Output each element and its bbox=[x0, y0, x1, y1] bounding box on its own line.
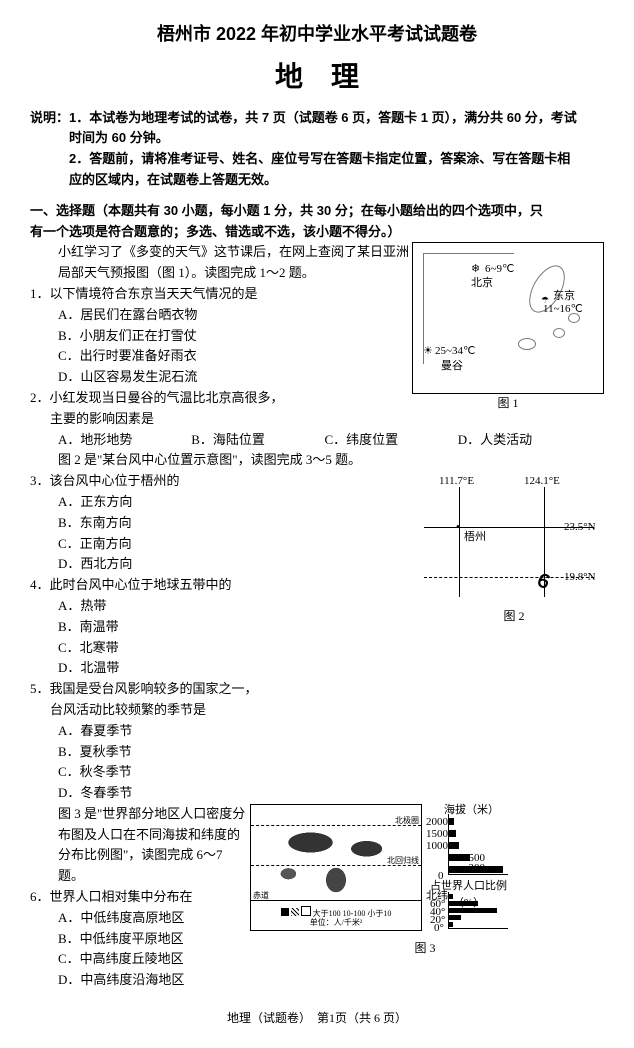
fig3-map: 北极圈 北回归线 赤道 大于100 10-100 小于10 单位：人/千米² bbox=[250, 804, 422, 931]
page-title: 梧州市 2022 年初中学业水平考试试题卷 bbox=[30, 20, 604, 49]
q5-opt-a: A．春夏季节 bbox=[58, 721, 318, 742]
section-heading: 一、选择题（本题共有 30 小题，每小题 1 分，共 30 分；在每小题给出的四… bbox=[30, 201, 604, 243]
fig1-tokyo-w: 11~16℃ bbox=[543, 301, 583, 319]
tick: 1000 bbox=[426, 838, 448, 856]
q1-opt-b: B．小朋友们正在打雪仗 bbox=[58, 326, 412, 347]
q2-opt-b: B．海陆位置 bbox=[191, 430, 321, 451]
fig2-lat2: 19.8°N bbox=[564, 569, 596, 587]
fig1-beijing: 北京 bbox=[471, 275, 493, 293]
q6-opt-c: C．中高纬度丘陵地区 bbox=[58, 949, 250, 970]
fig3-caption: 图 3 bbox=[250, 939, 600, 958]
typhoon-icon: ６ bbox=[535, 565, 553, 583]
q2-stem-b: 主要的影响因素是 bbox=[50, 409, 412, 430]
fig2-lat1: 23.5°N bbox=[564, 519, 596, 537]
q2-opt-a: A．地形地势 bbox=[58, 430, 188, 451]
figure-3: 北极圈 北回归线 赤道 大于100 10-100 小于10 单位：人/千米² 海… bbox=[250, 804, 600, 958]
fig2-caption: 图 2 bbox=[424, 607, 604, 626]
q3-stem: 3．该台风中心位于梧州的 bbox=[30, 471, 424, 492]
q4-stem: 4．此时台风中心位于地球五带中的 bbox=[30, 575, 424, 596]
fig3-legend-unit: 单位：人/千米² bbox=[310, 918, 363, 927]
tick: 0° bbox=[434, 920, 444, 938]
fig3-equator: 赤道 bbox=[253, 890, 269, 903]
figure-2: 111.7°E 124.1°E 23.5°N 19.8°N 梧州 • ６ 图 2 bbox=[424, 477, 604, 626]
passage-2: 图 2 是"某台风中心位置示意图"，读图完成 3～5 题。 bbox=[58, 450, 604, 471]
q6-opt-d: D．中高纬度沿海地区 bbox=[58, 970, 250, 991]
fig1-sun-icon: ☀ bbox=[423, 343, 433, 361]
q1-opt-d: D．山区容易发生泥石流 bbox=[58, 367, 412, 388]
instr-item: 2．答题前，请将准考证号、姓名、座位号写在答题卡指定位置，答案涂、写在答题卡相应… bbox=[69, 149, 579, 191]
passage-1: 小红学习了《多变的天气》这节课后，在网上查阅了某日亚洲局部天气预报图（图 1）。… bbox=[58, 242, 412, 284]
q2-stem-a: 2．小红发现当日曼谷的气温比北京高很多， bbox=[30, 388, 412, 409]
q6-opt-a: A．中低纬度高原地区 bbox=[58, 908, 250, 929]
q1-stem: 1．以下情境符合东京当天天气情况的是 bbox=[30, 284, 412, 305]
q1-opt-c: C．出行时要准备好雨衣 bbox=[58, 346, 412, 367]
q5-stem-b: 台风活动比较频繁的季节是 bbox=[50, 700, 424, 721]
q1-opt-a: A．居民们在露台晒衣物 bbox=[58, 305, 412, 326]
section-heading-text: 一、选择题（本题共有 30 小题，每小题 1 分，共 30 分；在每小题给出的四… bbox=[30, 201, 550, 243]
fig3-tropic: 北回归线 bbox=[387, 855, 419, 868]
q4-opt-a: A．热带 bbox=[58, 596, 318, 617]
fig1-bangkok: 曼谷 bbox=[441, 358, 463, 376]
fig2-lon2: 124.1°E bbox=[524, 473, 560, 491]
fig2-lon1: 111.7°E bbox=[439, 473, 474, 491]
q4-opt-c: C．北寒带 bbox=[58, 638, 318, 659]
fig2-city: 梧州 bbox=[464, 529, 486, 547]
instructions: 说明： 1．本试卷为地理考试的试卷，共 7 页（试题卷 6 页，答题卡 1 页）… bbox=[30, 108, 604, 191]
q3-opt-c: C．正南方向 bbox=[58, 534, 318, 555]
q4-opt-d: D．北温带 bbox=[58, 658, 318, 679]
page-footer: 地理（试题卷） 第1页（共 6 页） bbox=[30, 1009, 604, 1028]
q3-opt-a: A．正东方向 bbox=[58, 492, 318, 513]
fig3-arctic: 北极圈 bbox=[395, 815, 419, 828]
instr-label: 说明： bbox=[30, 108, 69, 129]
q5-opt-b: B．夏秋季节 bbox=[58, 742, 318, 763]
subject-title: 地理 bbox=[58, 55, 604, 100]
fig1-caption: 图 1 bbox=[412, 394, 604, 413]
q2-opt-c: C．纬度位置 bbox=[325, 430, 455, 451]
q2-opt-d: D．人类活动 bbox=[458, 430, 588, 451]
fig3-chart-alt: 海拔（米） 2000 1500 1000 500 200 0 占世界人口比例（%… bbox=[426, 804, 511, 929]
q6-opt-b: B．中低纬度平原地区 bbox=[58, 929, 250, 950]
fig3-legend: 大于100 10-100 小于10 bbox=[313, 909, 392, 918]
chart-alt-ylabel: 海拔（米） bbox=[444, 802, 499, 820]
instr-item: 1．本试卷为地理考试的试卷，共 7 页（试题卷 6 页，答题卡 1 页），满分共… bbox=[69, 108, 579, 150]
passage-3: 图 3 是"世界部分地区人口密度分布图及人口在不同海拔和纬度的分布比例图"，读图… bbox=[58, 804, 250, 887]
q2-opts: A．地形地势 B．海陆位置 C．纬度位置 D．人类活动 bbox=[58, 430, 604, 451]
q5-opt-d: D．冬春季节 bbox=[58, 783, 318, 804]
q5-stem-a: 5．我国是受台风影响较多的国家之一， bbox=[30, 679, 424, 700]
q3-opt-d: D．西北方向 bbox=[58, 554, 318, 575]
q6-stem: 6．世界人口相对集中分布在 bbox=[30, 887, 250, 908]
q5-opt-c: C．秋冬季节 bbox=[58, 762, 318, 783]
q4-opt-b: B．南温带 bbox=[58, 617, 318, 638]
figure-1: ❄ 6~9℃ 北京 ☂ 东京 11~16℃ ☀ 25~34℃ 曼谷 图 1 bbox=[412, 242, 604, 413]
q3-opt-b: B．东南方向 bbox=[58, 513, 318, 534]
